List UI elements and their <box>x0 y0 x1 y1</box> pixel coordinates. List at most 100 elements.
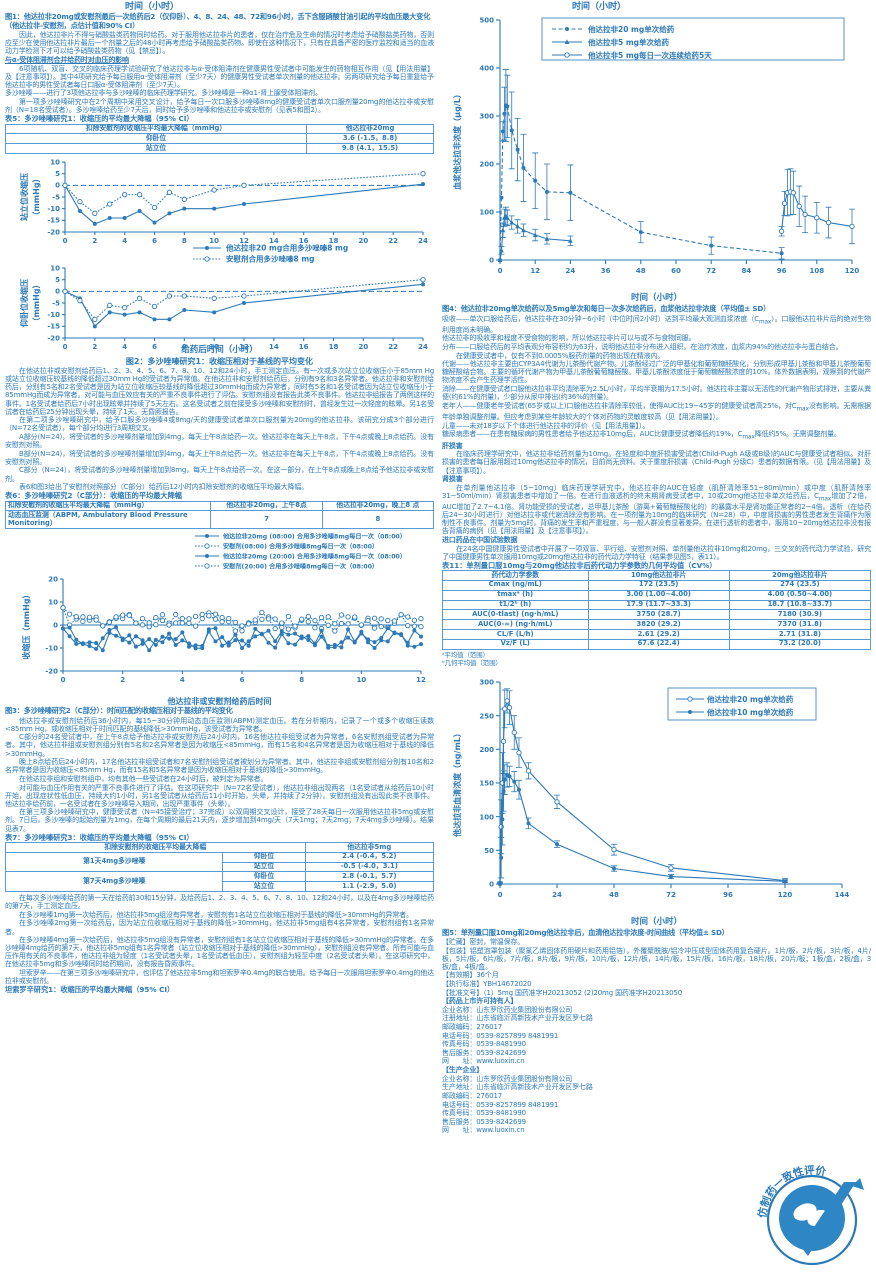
table-6-title: 表6：多沙唑嗪研究2（C部分）：收缩压的平均最大降幅 <box>5 491 182 501</box>
svg-text:安慰剂合用多沙唑嗪8 mg: 安慰剂合用多沙唑嗪8 mg <box>226 254 315 264</box>
svg-text:10: 10 <box>356 676 366 684</box>
mfr-line: 电话号码：0539-8257899 8481991 <box>442 1100 559 1109</box>
table11-r3c2: 7180 (30.9) <box>728 609 872 621</box>
svg-text:24: 24 <box>418 343 428 351</box>
svg-text:5: 5 <box>55 276 60 284</box>
svg-text:2: 2 <box>92 343 97 351</box>
table5-header-0: 扣除安慰剂的收缩压平均最大降幅（mmHg） <box>4 123 308 135</box>
mah-line: 电话号码：0539-8257899 8481991 <box>442 1031 559 1040</box>
svg-text:14: 14 <box>269 343 279 351</box>
table-row: 扣除安慰剂的收缩压平均最大降幅 他达拉非5mg <box>5 842 435 853</box>
table11-header-0: 药代动力学参数 <box>442 570 589 581</box>
heading-renal: 肾损害 <box>442 475 463 484</box>
svg-text:0: 0 <box>489 880 494 888</box>
table6-r0c0: 动态血压监测（ABPM, Ambulatory Blood Pressure M… <box>4 510 212 530</box>
svg-text:0: 0 <box>61 676 66 684</box>
svg-text:36: 36 <box>601 267 611 275</box>
figure-2-xaxis-title: 给药后时间（小时） <box>181 345 258 355</box>
table-row: Vz/F (L) 67.6 (22.4) 73.2 (20.0) <box>442 638 872 650</box>
svg-text:10: 10 <box>209 237 219 245</box>
svg-text:6: 6 <box>152 237 157 245</box>
table11-r4c1: 3820 (29.2) <box>587 619 730 631</box>
table11-r6c2: 73.2 (20.0) <box>728 638 872 650</box>
paragraph-doxazosin-intro: 多沙唑嗪——进行了3项他达拉非与多沙唑嗪的临床药理学研究。多沙唑嗪是一种α1-肾… <box>5 89 322 98</box>
paragraph-part-c: C部分（N=24），将受试者的多沙唑嗪剂量增加到8mg，每天上午8点给药一次。在… <box>5 466 434 483</box>
svg-text:0: 0 <box>55 182 60 190</box>
table6-r0c1: 7 <box>210 510 323 530</box>
svg-text:他达拉非20 mg合用多沙唑嗪8 mg: 他达拉非20 mg合用多沙唑嗪8 mg <box>225 243 348 253</box>
paragraph-evening-dose: 晚上8点给药后24小时内，17名他达拉非组受试者和7名安慰剂组受试者被划分为异常… <box>5 758 434 775</box>
svg-text:0: 0 <box>53 621 58 629</box>
table5-r0c1: 3.6 (-1.5，8.8) <box>306 133 434 145</box>
table-row: AUC(0-tlast) (ng·h/mL) 3750 (28.7) 7180 (3… <box>442 609 872 621</box>
table-row: 第1天4mg多沙唑嗪 仰卧位 2.4 (-0.4，5.2) <box>4 851 435 873</box>
table6-header-1: 他达拉非20mg，上午8点 <box>210 500 323 512</box>
validity-section: 【有效期】36个月 <box>442 971 499 980</box>
table-8-title: 坦索罗辛研究1：收缩压的平均最大降幅（95% CI） <box>5 985 175 995</box>
table-7: 扣除安慰剂的收缩压平均最大降幅 他达拉非5mg 第1天4mg多沙唑嗪 仰卧位 2… <box>4 842 435 893</box>
table11-r4c2: 7370 (31.8) <box>728 619 872 631</box>
mah-line: 邮政编码：276017 <box>442 1023 503 1032</box>
paragraph-doxazosin-study3: 在第三项多沙唑嗪研究中，健康受试者（N=45接受治疗；37完成）以双周期交叉设计… <box>5 808 434 833</box>
approval-section: 【批准文号】（1）5mg 国药准字H20213052 (2)20mg 国药准字H… <box>442 988 683 997</box>
paragraph-part-b: B部分(N=24)，将受试者的多沙唑嗪剂量增加到4mg，每天上午8点给药一次。他… <box>5 449 434 466</box>
svg-text:48: 48 <box>609 891 619 899</box>
table11-r2c1: 17.9 (11.7~33.3) <box>587 599 730 611</box>
top-time-labels-right: 时间（小时） <box>442 2 871 12</box>
paragraph-diabetes: 糖尿病患者——在患有糖尿病的男性患者给予他达拉非10mg后，AUC比健康受试者降… <box>442 430 841 441</box>
svg-text:他达拉非5 mg单次给药: 他达拉非5 mg单次给药 <box>587 37 670 47</box>
heading-alpha-blocker: 与α-受体阻滞剂合并给药时对血压的影响 <box>5 55 129 64</box>
svg-text:8: 8 <box>299 676 304 684</box>
paragraph-dox2mg: 在多沙唑嗪2mg第一次给药后，因为站立位收缩压相对于基线的降低>30mmHg，他… <box>5 919 434 936</box>
table11-r0c0: Cmax (ng/mL) <box>442 579 589 591</box>
mfr-line: 企业名称：山东罗欣药业集团股份有限公司 <box>442 1074 573 1083</box>
svg-text:10: 10 <box>48 598 58 606</box>
table7-r2c1: 仰卧位 <box>222 871 306 883</box>
table-7-title: 表7：多沙唑嗪研究3：收缩压的平均最大降幅（95% CI） <box>5 832 194 842</box>
svg-text:400: 400 <box>479 65 494 73</box>
table11-r1c1: 3.00 (1.00~4.00) <box>587 589 730 601</box>
svg-text:8: 8 <box>182 343 187 351</box>
mfr-line: 传真号码：0539-8481990 <box>442 1109 526 1118</box>
svg-text:收缩压（mmHg）: 收缩压（mmHg） <box>21 591 31 660</box>
right-column: 时间（小时） 0 100 200 300 400 500 0 12 24 36 48 60 72 84 96… <box>438 0 876 1280</box>
table11-r5c2: 2.71 (31.8) <box>728 629 872 640</box>
table7-r0c1: 仰卧位 <box>222 851 306 863</box>
manufacturer-block: 企业名称：山东罗欣药业集团股份有限公司 生产地址：山东省临沂高新技术产业开发区罗… <box>442 1075 871 1135</box>
mah-block: 企业名称：山东罗欣药业集团股份有限公司 注册地址：山东省临沂高新技术产业开发区罗… <box>442 1006 871 1066</box>
table-row: 站立位 1.1 (-2.9，5.0) <box>6 881 435 893</box>
mah-line: 传真号码：0539-8481990 <box>442 1040 526 1049</box>
table5-r0c0: 仰卧位 <box>4 133 308 145</box>
paragraph-dox1mg: 在多沙唑嗪1mg第一次给药后，他达拉非5mg组没有异常者，安慰剂有1名站立位收缩… <box>19 910 413 919</box>
paragraph-abpm: 他达拉非或安慰剂给药后36小时内，每15~30分钟用动态血压监测(ABPM)测定… <box>5 716 434 733</box>
paragraph-tamsulosin: 坦索罗辛——在第三项多沙唑嗪研究中，也评估了他达拉非5mg和坦索罗辛0.4mg的… <box>5 969 434 986</box>
paragraph-serious-ae: 对可能与血压作用有关的严重不良事件进行了评估。在这项研究中（N=72名受试者），… <box>5 783 434 808</box>
mah-line: 注册地址：山东省临沂高新技术产业开发区罗七路 <box>442 1014 593 1023</box>
mah-line: 售后服务：0539-8242699 <box>442 1048 526 1057</box>
table7-r3c2: 1.1 (-2.9，5.0) <box>304 881 435 893</box>
svg-text:72: 72 <box>666 891 676 899</box>
svg-text:48: 48 <box>636 267 646 275</box>
table11-r3c1: 3750 (28.7) <box>587 609 730 621</box>
svg-text:200: 200 <box>479 746 494 754</box>
svg-text:（mmHg）: （mmHg） <box>31 280 41 325</box>
svg-text:10: 10 <box>50 158 60 166</box>
svg-text:安慰剂(08:00) 合用多沙唑嗪8mg每日一次（08:00: 安慰剂(08:00) 合用多沙唑嗪8mg每日一次（08:00） <box>223 542 378 550</box>
table7-r3c1: 站立位 <box>222 881 306 893</box>
figure-3-xaxis-title: 他达拉非或安慰剂给药后时间 <box>167 697 272 707</box>
table5-r1c0: 站立位 <box>4 143 308 154</box>
table6-header-2: 他达拉非20mg，晚上8 点 <box>321 500 435 512</box>
table-row: 动态血压监测（ABPM, Ambulatory Blood Pressure M… <box>4 510 435 530</box>
figure-2-chart: 10 5 0 -5 -10 -15 -20 0 2 4 6 8 10 12 14 16 18 20 22 24 站立位收… <box>5 156 434 351</box>
table-row: 仰卧位 3.6 (-1.5，8.8) <box>4 133 434 145</box>
svg-text:12: 12 <box>416 676 426 684</box>
fig1-time-label-right: 时间（小时） <box>572 2 627 12</box>
figure-3-chart: 20 10 0 -10 -20 0 2 4 6 8 10 12 收缩压（mmHg） 他达拉非20mg (0… <box>5 531 434 696</box>
svg-text:-10: -10 <box>45 644 58 652</box>
svg-text:0: 0 <box>63 343 68 351</box>
paragraph-renal: 在单剂量他达拉非（5~10mg）临床药理学研究中，他达拉非的AUC在轻度（肌酐清… <box>442 483 871 536</box>
svg-text:8: 8 <box>182 237 187 245</box>
svg-text:仰卧位收缩压: 仰卧位收缩压 <box>19 279 29 327</box>
table-row: CL/F (L/h) 2.61 (29.2) 2.71 (31.8) <box>442 629 872 640</box>
